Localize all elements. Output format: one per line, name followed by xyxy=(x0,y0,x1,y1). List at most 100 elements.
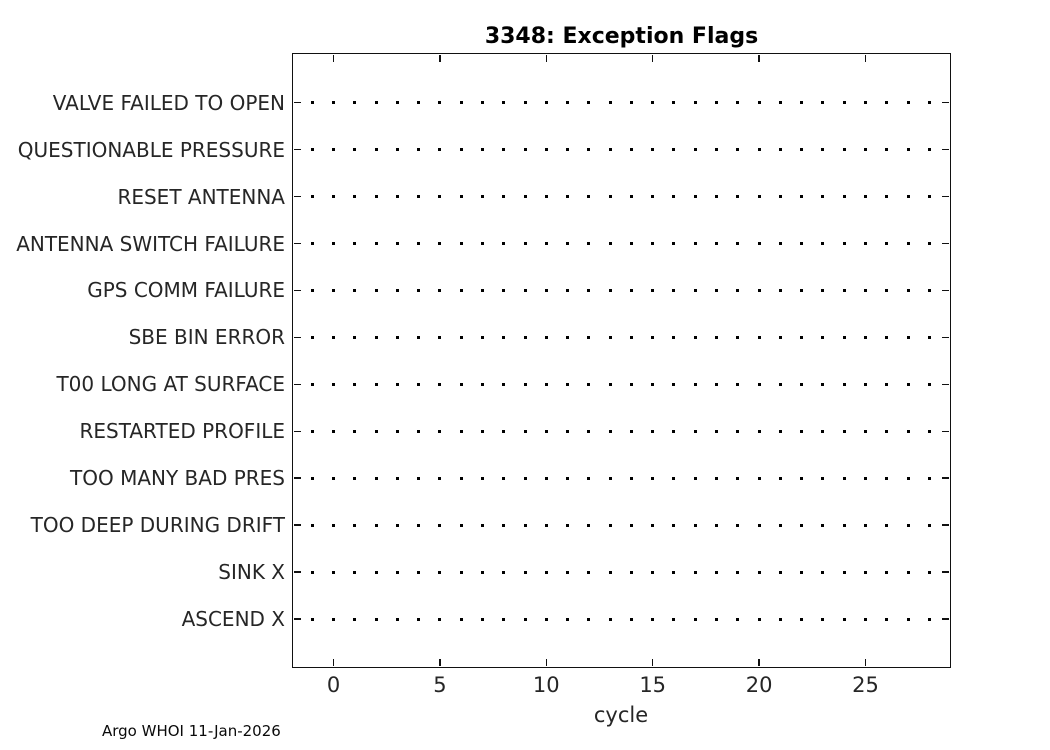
data-dot xyxy=(353,148,357,152)
x-tick-bottom xyxy=(332,659,335,667)
data-dot xyxy=(310,335,314,339)
data-dot xyxy=(715,476,719,480)
data-dot xyxy=(608,195,612,199)
data-dot xyxy=(672,335,676,339)
data-dot xyxy=(927,148,931,152)
data-dot xyxy=(395,617,399,621)
y-tick-right xyxy=(942,430,950,433)
data-dot xyxy=(736,476,740,480)
data-dot xyxy=(629,101,633,105)
data-dot xyxy=(693,617,697,621)
data-dot xyxy=(864,429,867,433)
data-dot xyxy=(459,288,463,292)
y-axis-label: GPS COMM FAILURE xyxy=(87,278,285,303)
y-axis-label: RESTARTED PROFILE xyxy=(79,419,285,444)
data-dot xyxy=(800,617,804,621)
data-dot xyxy=(587,382,591,386)
data-dot xyxy=(693,476,697,480)
data-dot xyxy=(757,195,761,199)
data-dot xyxy=(417,429,421,433)
data-dot xyxy=(544,101,548,105)
y-tick-left xyxy=(293,148,301,151)
data-dot xyxy=(608,335,612,339)
data-dot xyxy=(629,335,633,339)
data-dot xyxy=(502,429,506,433)
data-dot xyxy=(310,617,314,621)
x-tick-top xyxy=(545,54,548,62)
data-dot xyxy=(885,476,889,480)
data-dot xyxy=(629,476,633,480)
data-dot xyxy=(800,288,804,292)
data-dot xyxy=(906,148,910,152)
data-dot xyxy=(502,382,506,386)
x-tick-bottom xyxy=(864,659,867,667)
data-dot xyxy=(842,288,846,292)
data-dot xyxy=(459,148,463,152)
data-dot xyxy=(778,429,782,433)
data-dot xyxy=(544,570,548,574)
y-tick-left xyxy=(293,242,301,245)
data-dot xyxy=(736,242,740,246)
data-dot xyxy=(587,570,591,574)
data-dot xyxy=(672,523,676,527)
data-dot xyxy=(502,288,506,292)
data-dot xyxy=(715,242,719,246)
data-dot xyxy=(651,288,655,292)
data-dot xyxy=(821,476,825,480)
data-dot xyxy=(459,429,463,433)
data-dot xyxy=(693,101,697,105)
data-dot xyxy=(757,523,761,527)
x-tick-top xyxy=(651,54,654,62)
y-tick-left xyxy=(293,383,301,386)
data-dot xyxy=(310,476,314,480)
data-dot xyxy=(566,288,570,292)
data-dot xyxy=(651,195,655,199)
y-tick-left xyxy=(293,477,301,479)
data-dot xyxy=(906,617,910,621)
data-dot xyxy=(566,382,570,386)
data-dot xyxy=(629,242,633,246)
data-dot xyxy=(587,242,591,246)
data-dot xyxy=(778,382,782,386)
data-dot xyxy=(332,476,335,480)
data-dot xyxy=(459,382,463,386)
data-dot xyxy=(374,523,378,527)
data-dot xyxy=(864,617,867,621)
data-dot xyxy=(480,523,484,527)
data-dot xyxy=(778,288,782,292)
data-dot xyxy=(587,617,591,621)
data-dot xyxy=(395,429,399,433)
data-dot xyxy=(353,335,357,339)
data-dot xyxy=(800,335,804,339)
data-dot xyxy=(800,195,804,199)
y-axis-label: TOO DEEP DURING DRIFT xyxy=(30,513,285,538)
data-dot xyxy=(885,242,889,246)
data-dot xyxy=(608,148,612,152)
data-dot xyxy=(800,523,804,527)
data-dot xyxy=(778,476,782,480)
data-dot xyxy=(672,476,676,480)
data-dot xyxy=(736,382,740,386)
data-dot xyxy=(374,101,378,105)
data-dot xyxy=(800,242,804,246)
data-dot xyxy=(417,523,421,527)
data-dot xyxy=(672,429,676,433)
data-dot xyxy=(757,476,761,480)
data-dot xyxy=(544,242,548,246)
data-dot xyxy=(523,570,527,574)
x-tick-label: 25 xyxy=(852,673,879,697)
data-dot xyxy=(757,101,761,105)
data-dot xyxy=(395,523,399,527)
data-dot xyxy=(459,195,463,199)
data-dot xyxy=(651,476,655,480)
data-dot xyxy=(864,195,867,199)
data-dot xyxy=(672,101,676,105)
data-dot xyxy=(885,195,889,199)
data-dot xyxy=(693,148,697,152)
data-dot xyxy=(715,523,719,527)
x-tick-label: 5 xyxy=(433,673,447,697)
data-dot xyxy=(480,148,484,152)
data-dot xyxy=(736,570,740,574)
data-dot xyxy=(353,382,357,386)
data-dot xyxy=(353,570,357,574)
